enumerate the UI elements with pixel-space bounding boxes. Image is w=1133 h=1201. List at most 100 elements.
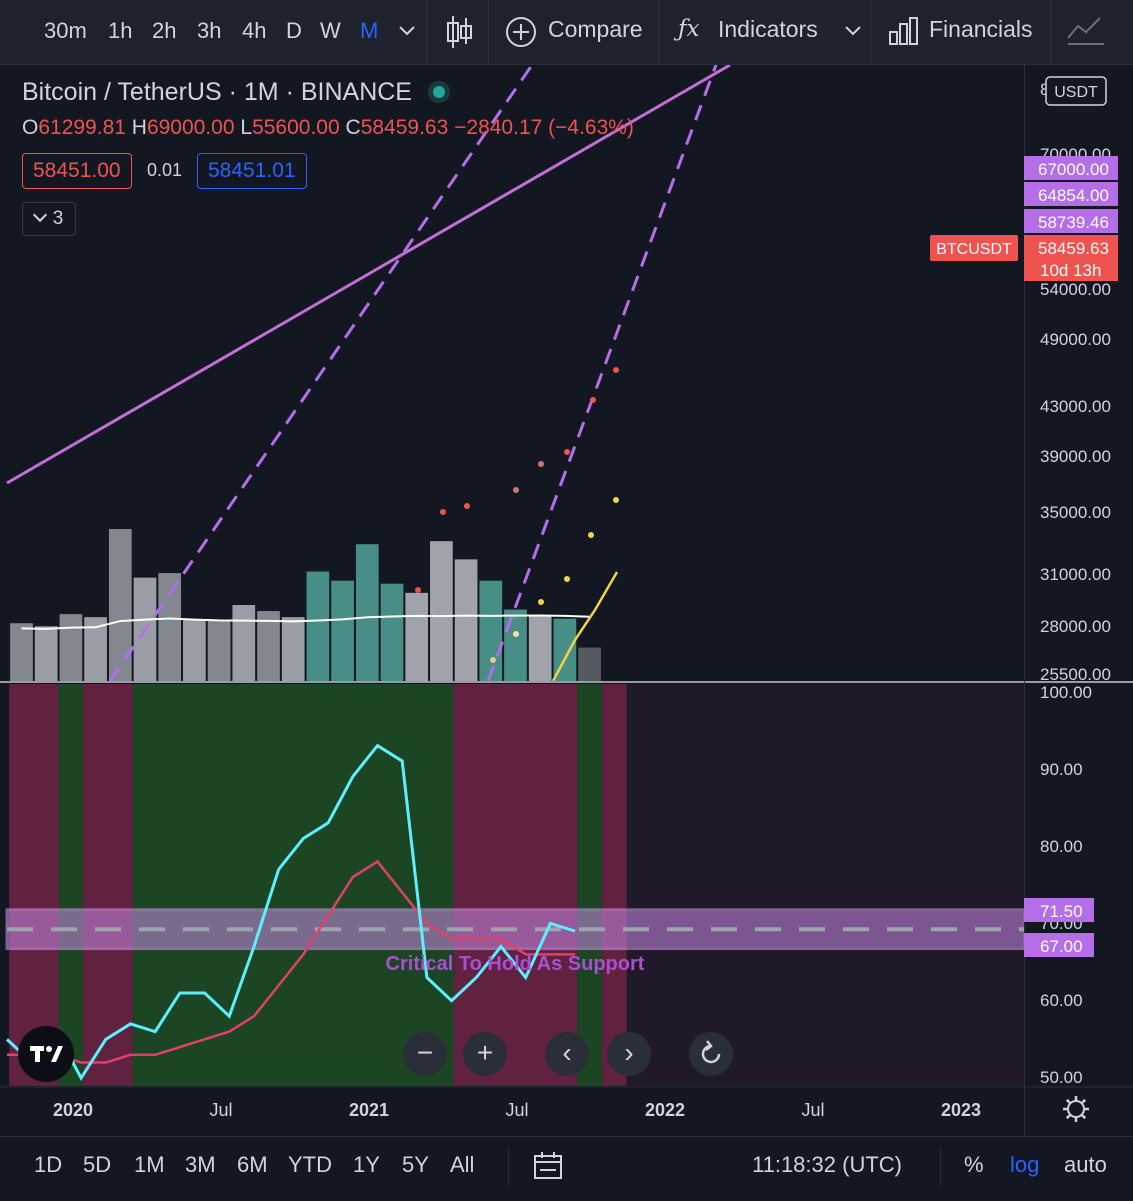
timeframe-w[interactable]: W bbox=[320, 18, 341, 43]
financials-button[interactable]: Financials bbox=[929, 16, 1033, 42]
timeframe-d[interactable]: D bbox=[286, 18, 302, 43]
compare-button[interactable]: Compare bbox=[548, 16, 643, 42]
price-tag-label: 67000.00 bbox=[1038, 160, 1109, 179]
signal-dot bbox=[564, 449, 570, 455]
reset-chart-button[interactable] bbox=[689, 1032, 733, 1076]
volume-bar bbox=[405, 592, 429, 681]
volume-bar bbox=[306, 571, 330, 681]
log-scale-toggle[interactable]: log bbox=[1010, 1152, 1040, 1177]
scroll-right-button[interactable]: › bbox=[607, 1032, 651, 1076]
volume-bar bbox=[380, 583, 404, 681]
low-value: 55600.00 bbox=[252, 116, 340, 139]
chevron-left-icon: ‹ bbox=[562, 1037, 572, 1068]
yellow-indicator-line bbox=[551, 571, 619, 681]
oscillator-tag-label: 67.00 bbox=[1040, 937, 1083, 956]
range-5y[interactable]: 5Y bbox=[402, 1152, 429, 1177]
range-6m[interactable]: 6M bbox=[237, 1152, 268, 1177]
regime-band bbox=[83, 684, 133, 1086]
last-price-tag bbox=[1024, 235, 1118, 281]
volume-bar bbox=[553, 618, 577, 681]
financials-icon[interactable] bbox=[888, 16, 920, 46]
time-axis-label: 2022 bbox=[645, 1100, 685, 1120]
symbol-tag bbox=[930, 235, 1018, 261]
volume-bar bbox=[158, 573, 182, 681]
toolbar-divider bbox=[488, 0, 489, 64]
percent-scale-toggle[interactable]: % bbox=[964, 1152, 984, 1177]
symbol-tag-label: BTCUSDT bbox=[936, 241, 1012, 258]
plus-icon: + bbox=[476, 1037, 494, 1068]
bottom-divider bbox=[508, 1146, 509, 1186]
top-toolbar: 30m 1h 2h 3h 4h D W M Compare ƒx Indicat… bbox=[0, 0, 1133, 65]
trendline bbox=[6, 65, 731, 485]
indicators-collapse-button[interactable]: 3 bbox=[22, 202, 76, 236]
regime-band bbox=[132, 684, 454, 1086]
fx-icon[interactable]: ƒx bbox=[678, 16, 700, 42]
oscillator-slow-line bbox=[7, 859, 576, 1064]
price-scale-label: 35000.00 bbox=[1040, 503, 1111, 522]
range-1d[interactable]: 1D bbox=[34, 1152, 63, 1177]
timeframe-30m[interactable]: 30m bbox=[44, 18, 87, 43]
oscillator-fast-line bbox=[5, 743, 576, 1081]
range-all[interactable]: All bbox=[450, 1152, 475, 1177]
utc-clock[interactable]: 11:18:32 (UTC) bbox=[752, 1152, 902, 1177]
last-price-label: 58459.63 bbox=[1038, 239, 1109, 258]
candles-icon[interactable] bbox=[444, 14, 474, 50]
sell-button[interactable]: 58451.00 bbox=[22, 153, 132, 189]
range-5d[interactable]: 5D bbox=[83, 1152, 112, 1177]
volume-bar bbox=[528, 615, 552, 681]
market-status-dot-icon bbox=[432, 86, 445, 98]
signal-dot bbox=[513, 487, 519, 493]
volume-bar bbox=[10, 623, 33, 681]
high-value: 69000.00 bbox=[146, 116, 235, 139]
tradingview-logo[interactable] bbox=[18, 1026, 74, 1082]
timeframe-2h[interactable]: 2h bbox=[152, 18, 177, 43]
high-key: H bbox=[131, 116, 147, 139]
oscillator-tag bbox=[1024, 898, 1094, 922]
signal-dot bbox=[538, 461, 544, 467]
zoom-out-button[interactable]: − bbox=[403, 1032, 447, 1076]
volume-bar bbox=[578, 647, 601, 681]
auto-scale-toggle[interactable]: auto bbox=[1064, 1152, 1107, 1177]
oscillator-scale-label: 50.00 bbox=[1040, 1068, 1083, 1087]
tv-logo-icon bbox=[30, 1046, 63, 1062]
indicators-button[interactable]: Indicators bbox=[718, 16, 818, 42]
range-3m[interactable]: 3M bbox=[185, 1152, 216, 1177]
volume-bar bbox=[84, 617, 107, 681]
chevron-right-icon: › bbox=[624, 1037, 634, 1068]
volume-bar bbox=[454, 559, 478, 681]
chevron-down-icon[interactable] bbox=[844, 24, 862, 38]
zoom-in-button[interactable]: + bbox=[463, 1032, 507, 1076]
price-scale-label: 43000.00 bbox=[1040, 397, 1111, 416]
templates-icon[interactable] bbox=[1066, 16, 1106, 46]
timeframe-3h[interactable]: 3h bbox=[197, 18, 222, 43]
scroll-left-button[interactable]: ‹ bbox=[545, 1032, 589, 1076]
time-axis-label: 2020 bbox=[53, 1100, 93, 1120]
volume-bar bbox=[430, 541, 453, 681]
price-tag bbox=[1024, 182, 1118, 206]
timeframe-4h[interactable]: 4h bbox=[242, 18, 267, 43]
signal-dot bbox=[613, 367, 619, 373]
legend-separator: · bbox=[285, 78, 294, 106]
date-range-icon[interactable] bbox=[532, 1150, 564, 1182]
range-1m[interactable]: 1M bbox=[134, 1152, 165, 1177]
timeframe-1h[interactable]: 1h bbox=[108, 18, 133, 43]
plus-circle-icon[interactable] bbox=[505, 16, 537, 48]
oscillator-scale-label: 100.00 bbox=[1040, 683, 1092, 702]
price-tag-label: 64854.00 bbox=[1038, 186, 1109, 205]
signal-dot bbox=[613, 497, 619, 503]
toolbar-divider bbox=[870, 0, 871, 64]
chevron-down-icon[interactable] bbox=[398, 24, 416, 38]
buy-button[interactable]: 58451.01 bbox=[197, 153, 307, 189]
volume-bar bbox=[355, 544, 379, 681]
symbol-legend[interactable]: Bitcoin / TetherUS · 1M · BINANCE bbox=[22, 78, 445, 107]
range-ytd[interactable]: YTD bbox=[288, 1152, 332, 1177]
timeframe-m[interactable]: M bbox=[360, 18, 379, 43]
range-1y[interactable]: 1Y bbox=[353, 1152, 380, 1177]
legend-separator: · bbox=[228, 78, 237, 106]
low-key: L bbox=[240, 116, 253, 139]
regime-band bbox=[601, 684, 627, 1086]
oscillator-scale-label: 90.00 bbox=[1040, 760, 1083, 779]
gear-icon-tooth bbox=[1065, 1114, 1071, 1120]
price-tag-label: 58739.46 bbox=[1038, 213, 1109, 232]
